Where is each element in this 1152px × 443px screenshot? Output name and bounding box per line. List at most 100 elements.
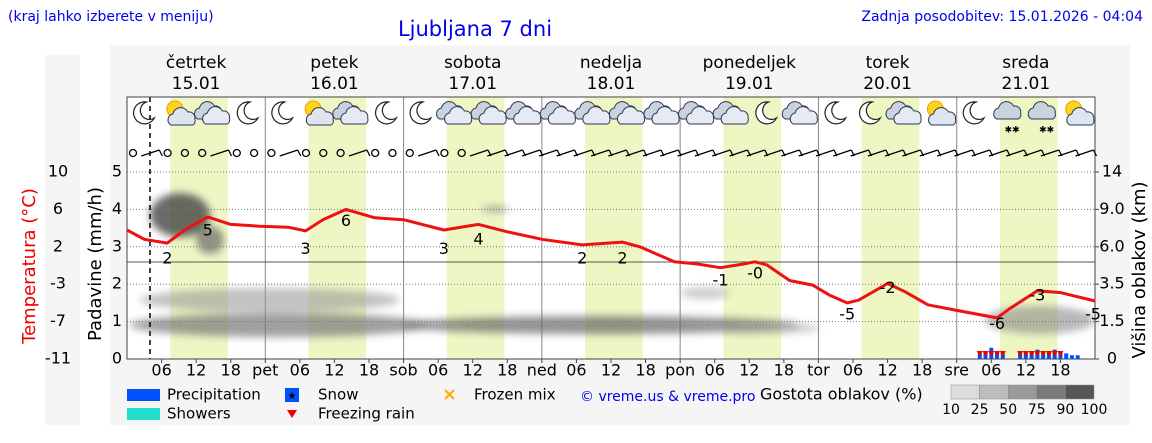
precip-bar	[1075, 355, 1080, 359]
cloud-icon	[1066, 107, 1095, 126]
day-name: torek	[866, 53, 910, 73]
scale-label: 100	[1081, 402, 1108, 418]
x-tick-label: 12	[877, 361, 897, 380]
scale-box	[1036, 384, 1066, 400]
cloud-blob	[481, 206, 509, 212]
calm-mark	[405, 148, 414, 158]
y2-tick-label: 1.5	[1099, 311, 1124, 330]
x-tick-label: 12	[739, 361, 759, 380]
legend-swatch	[287, 410, 297, 418]
day-date: 15.01	[172, 74, 221, 94]
scale-label: 90	[1056, 402, 1074, 418]
snow-flakes: ✱✱	[1005, 126, 1020, 136]
temp-label: 5	[203, 220, 213, 239]
day-name: ponedeljek	[703, 53, 797, 73]
subtitle: (kraj lahko izberete v meniju)	[8, 9, 214, 25]
freezing-rain-marker	[1022, 351, 1029, 357]
daylight	[585, 97, 643, 359]
day-name: sobota	[444, 53, 502, 73]
cloud-icon	[789, 106, 818, 125]
temp-label: 2	[162, 248, 172, 267]
x-tick-label: 06	[290, 361, 310, 380]
x-tick-label: 06	[566, 361, 586, 380]
cloud-icon	[993, 101, 1022, 120]
temp-label: -5	[839, 304, 855, 323]
precip-bar	[1069, 355, 1074, 359]
moon-icon	[132, 101, 156, 125]
moon-icon	[858, 101, 882, 125]
y-tick-label: 2	[112, 274, 122, 293]
calm-mark	[301, 148, 311, 158]
calm-mark	[388, 148, 397, 158]
calm-mark	[336, 148, 345, 158]
y2-tick-label: 0	[1107, 349, 1117, 368]
chart-title: Ljubljana 7 dni	[398, 17, 552, 41]
freezing-rain-marker	[1034, 351, 1041, 357]
wind-barb	[279, 149, 302, 157]
temp-label: -3	[1029, 286, 1045, 305]
y-tick-label: 4	[112, 199, 122, 218]
day-date: 16.01	[310, 74, 359, 94]
cloud-icon	[513, 106, 542, 125]
temp-label: -1	[712, 271, 728, 290]
x-tick-label: tor	[807, 361, 830, 380]
scale-label: 10	[942, 402, 960, 418]
cloud-blob	[130, 313, 430, 337]
temp-tick-label: 10	[48, 162, 68, 181]
temp-label: -0	[747, 263, 763, 282]
freezing-rain-marker	[994, 351, 1001, 357]
scale-label: 50	[999, 402, 1017, 418]
legend-label: Snow	[318, 386, 358, 404]
freezing-rain-marker	[1045, 351, 1052, 357]
cloud-icon	[444, 106, 473, 125]
cloud-icon	[340, 106, 369, 125]
scale-box	[979, 384, 1009, 400]
x-tick-label: 06	[151, 361, 171, 380]
legend-swatch	[127, 408, 160, 420]
freezing-rain-marker	[999, 351, 1006, 357]
temp-label: -6	[989, 314, 1005, 333]
y-tick-label: 1	[112, 311, 122, 330]
temp-tick-label: -3	[50, 274, 66, 293]
scale-box	[950, 384, 980, 400]
y2-tick-label: 6.0	[1099, 236, 1124, 255]
day-date: 17.01	[448, 74, 497, 94]
temperature-line	[126, 207, 1096, 320]
day-name: petek	[310, 53, 358, 73]
scale-label: 25	[971, 402, 989, 418]
x-tick-label: ned	[527, 361, 557, 380]
temp-tick-label: 6	[53, 199, 63, 218]
cloud-blob	[400, 316, 800, 334]
moon-icon	[236, 101, 260, 125]
temp-tick-label: -11	[45, 349, 71, 368]
scale-label: 75	[1028, 402, 1046, 418]
moon-icon	[755, 101, 779, 125]
temp-label: 2	[617, 248, 627, 267]
daylight	[723, 97, 781, 359]
cloud-scale-title: Gostota oblakov (%)	[760, 385, 923, 404]
cloud-icon	[651, 106, 680, 125]
day-date: 21.01	[1002, 74, 1051, 94]
y-tick-label: 3	[112, 236, 122, 255]
cloud-icon	[720, 106, 749, 125]
calm-mark	[163, 148, 172, 158]
x-tick-label: sob	[389, 361, 417, 380]
freezing-rain-marker	[1028, 351, 1035, 357]
credit: © vreme.us & vreme.pro	[580, 389, 755, 405]
legend-label: Frozen mix	[474, 386, 556, 404]
cloud-icon	[1027, 101, 1056, 120]
freezing-rain-marker	[1017, 351, 1024, 357]
freezing-rain-marker	[976, 351, 983, 357]
x-tick-label: 12	[601, 361, 621, 380]
x-tick-label: 06	[981, 361, 1001, 380]
x-tick-label: 18	[221, 361, 241, 380]
x-tick-label: 18	[635, 361, 655, 380]
x-tick-label: 12	[1016, 361, 1036, 380]
day-name: sreda	[1002, 53, 1049, 73]
x-tick-label: 18	[497, 361, 517, 380]
temp-label: 2	[577, 248, 587, 267]
x-tick-label: pet	[252, 361, 278, 380]
moon-icon	[409, 101, 433, 125]
